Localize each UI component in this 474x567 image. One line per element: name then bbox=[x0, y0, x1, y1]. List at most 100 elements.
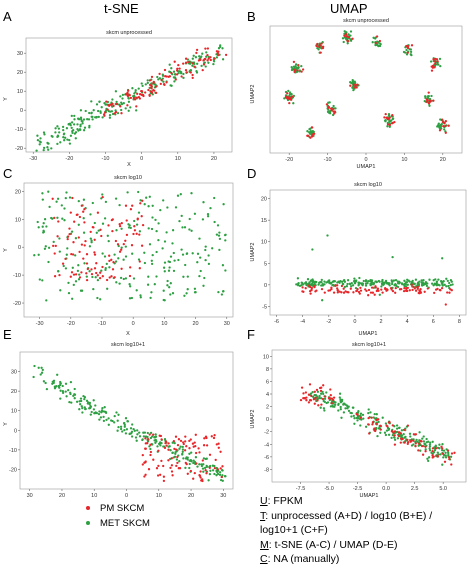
met-point bbox=[181, 226, 184, 229]
met-point bbox=[149, 296, 152, 300]
met-point bbox=[340, 416, 343, 419]
pm-point bbox=[105, 278, 109, 282]
x-tick-label: 10 bbox=[175, 156, 181, 162]
pm-point bbox=[167, 448, 170, 451]
pm-point bbox=[377, 289, 380, 292]
met-point bbox=[202, 457, 206, 460]
met-point bbox=[356, 419, 359, 422]
pm-point bbox=[201, 459, 204, 462]
pm-point bbox=[365, 289, 368, 293]
met-point bbox=[155, 229, 158, 233]
y-tick-label: -6 bbox=[264, 455, 269, 461]
met-point bbox=[349, 81, 352, 84]
pm-point bbox=[323, 291, 326, 294]
met-point bbox=[313, 393, 316, 397]
pm-point bbox=[394, 291, 397, 294]
met-point bbox=[47, 148, 50, 151]
met-point bbox=[101, 222, 105, 225]
met-point bbox=[107, 417, 110, 420]
met-point bbox=[170, 67, 173, 70]
pm-point bbox=[169, 466, 172, 470]
met-point bbox=[184, 457, 188, 460]
pm-point bbox=[131, 204, 134, 207]
pm-point bbox=[312, 398, 316, 401]
met-point bbox=[206, 215, 210, 218]
pm-point bbox=[374, 41, 377, 45]
pm-point bbox=[425, 100, 429, 103]
met-point bbox=[62, 264, 65, 268]
pm-point bbox=[336, 284, 339, 287]
pm-point bbox=[346, 290, 349, 294]
met-point bbox=[320, 284, 323, 287]
pm-point bbox=[198, 451, 201, 454]
met-point bbox=[90, 112, 93, 115]
met-point bbox=[131, 87, 134, 90]
pm-point bbox=[141, 453, 144, 457]
met-point bbox=[416, 282, 419, 286]
met-point bbox=[422, 435, 425, 438]
pm-point bbox=[168, 75, 172, 78]
pm-point bbox=[90, 272, 94, 276]
met-point bbox=[211, 247, 214, 250]
met-point bbox=[441, 463, 444, 466]
pm-point bbox=[293, 70, 296, 73]
x-tick-label: 30 bbox=[27, 493, 33, 498]
pm-point bbox=[160, 438, 163, 441]
met-point bbox=[129, 226, 132, 230]
met-point bbox=[135, 439, 138, 442]
met-point bbox=[114, 260, 118, 263]
met-point bbox=[66, 247, 69, 250]
met-point bbox=[45, 387, 49, 391]
panel-label-e: E bbox=[3, 327, 12, 342]
met-point bbox=[64, 390, 67, 393]
pm-point bbox=[71, 253, 75, 256]
met-point bbox=[92, 408, 96, 411]
met-point bbox=[387, 282, 390, 285]
met-point bbox=[391, 433, 395, 437]
met-point bbox=[195, 69, 198, 73]
met-point bbox=[88, 402, 91, 406]
plot-frame bbox=[269, 189, 467, 316]
pm-point bbox=[414, 442, 417, 445]
pm-point bbox=[178, 467, 182, 470]
panel-label-a: A bbox=[3, 9, 12, 24]
pm-point bbox=[424, 445, 427, 448]
pm-point bbox=[144, 91, 147, 94]
met-point bbox=[128, 432, 131, 436]
met-point bbox=[143, 251, 146, 254]
x-tick-label: 20 bbox=[440, 157, 446, 163]
met-point bbox=[424, 96, 427, 100]
pm-point bbox=[441, 452, 445, 455]
met-point bbox=[41, 279, 44, 282]
met-point bbox=[124, 417, 128, 420]
pm-point bbox=[391, 121, 395, 125]
met-point bbox=[439, 118, 442, 121]
x-axis-label: UMAP1 bbox=[357, 164, 376, 168]
pm-point bbox=[69, 275, 72, 278]
pm-point bbox=[204, 469, 207, 472]
y-tick-label: -10 bbox=[9, 448, 17, 454]
met-point bbox=[96, 278, 100, 282]
met-point bbox=[409, 50, 413, 54]
pm-point bbox=[141, 223, 145, 227]
met-point bbox=[436, 125, 439, 128]
x-tick-label: 8 bbox=[458, 319, 461, 325]
pm-point bbox=[188, 447, 191, 450]
y-tick-label: -4 bbox=[264, 442, 269, 448]
met-point bbox=[129, 106, 132, 109]
pm-point bbox=[98, 276, 102, 280]
met-point bbox=[140, 82, 143, 85]
pm-point bbox=[397, 431, 401, 434]
met-point bbox=[110, 110, 114, 113]
met-point bbox=[41, 225, 44, 228]
met-point bbox=[367, 411, 370, 415]
note-line: log10+1 (C+F) bbox=[260, 524, 328, 536]
pm-point bbox=[405, 288, 408, 292]
scatter-points bbox=[35, 44, 228, 152]
panel-label-c: C bbox=[3, 166, 13, 181]
met-point bbox=[205, 51, 208, 54]
pm-point bbox=[383, 116, 386, 119]
met-point bbox=[171, 441, 174, 444]
met-point bbox=[390, 436, 393, 440]
pm-point bbox=[78, 250, 81, 254]
